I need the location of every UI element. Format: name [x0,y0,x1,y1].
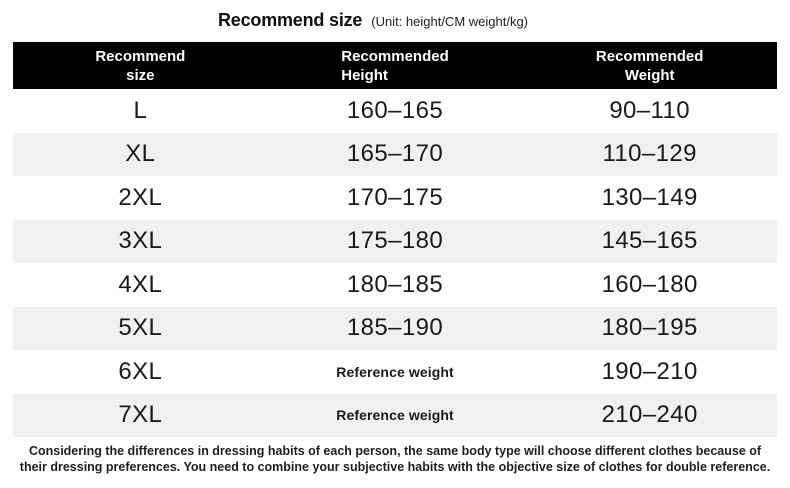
cell-height: 185–190 [346,314,444,342]
cell-size: XL [125,140,156,168]
cell-weight: 190–210 [601,357,698,385]
footer-note-line2: their dressing preferences. You need to … [19,459,771,474]
cell-height: 175–180 [346,227,444,255]
cell-weight: 160–180 [601,270,698,298]
table-row-5xl: 5XL 185–190 180–195 [13,306,777,350]
cell-size: 6XL [118,357,163,385]
table-body: L 160–165 90–110 XL 165–170 110–129 2XL … [13,89,777,437]
header-size-line2: size [126,66,155,84]
table-header: Recommend size Recommended Height Recomm… [13,42,777,89]
cell-height: 180–185 [346,270,444,298]
table-row-xl: XL 165–170 110–129 [13,132,777,176]
footer-note-line1: Considering the differences in dressing … [28,444,762,458]
table-row-3xl: 3XL 175–180 145–165 [13,219,777,263]
header-height-line1: Recommended [341,47,449,65]
header-weight-line1: Recommended [595,47,704,65]
table-row-6xl: 6XL Reference weight 190–210 [13,350,777,394]
header-cell-size: Recommend size [13,47,268,85]
page-title-text: Recommend size [217,10,363,30]
cell-size: 5XL [118,314,163,342]
cell-size: 7XL [118,401,163,429]
table-row-l: L 160–165 90–110 [13,89,777,133]
page-title: Recommend size (Unit: height/CM weight/k… [0,0,790,42]
title-unit-text: (Unit: height/CM weight/kg) [371,14,529,29]
cell-height-reference-note: Reference weight [336,363,454,380]
footer-note: Considering the differences in dressing … [0,444,790,475]
cell-weight: 145–165 [601,227,698,255]
cell-height-reference-note: Reference weight [336,407,454,424]
cell-weight: 180–195 [601,314,698,342]
table-row-7xl: 7XL Reference weight 210–240 [13,393,777,437]
header-size-line1: Recommend [95,47,186,65]
cell-size: L [133,96,148,124]
size-table: Recommend size Recommended Height Recomm… [13,42,777,437]
header-cell-weight: Recommended Weight [522,47,777,85]
header-cell-height: Recommended Height [268,47,523,85]
table-row-2xl: 2XL 170–175 130–149 [13,176,777,220]
header-height-line2: Height [341,66,388,84]
cell-weight: 210–240 [601,401,698,429]
cell-height: 165–170 [346,140,444,168]
cell-height: 160–165 [346,96,444,124]
cell-size: 3XL [118,227,163,255]
cell-height: 170–175 [346,183,444,211]
cell-weight: 130–149 [601,183,698,211]
cell-size: 4XL [118,270,163,298]
header-weight-line2: Weight [624,66,675,84]
cell-size: 2XL [118,183,163,211]
table-row-4xl: 4XL 180–185 160–180 [13,263,777,307]
cell-weight: 90–110 [609,96,691,124]
cell-weight: 110–129 [602,140,697,168]
